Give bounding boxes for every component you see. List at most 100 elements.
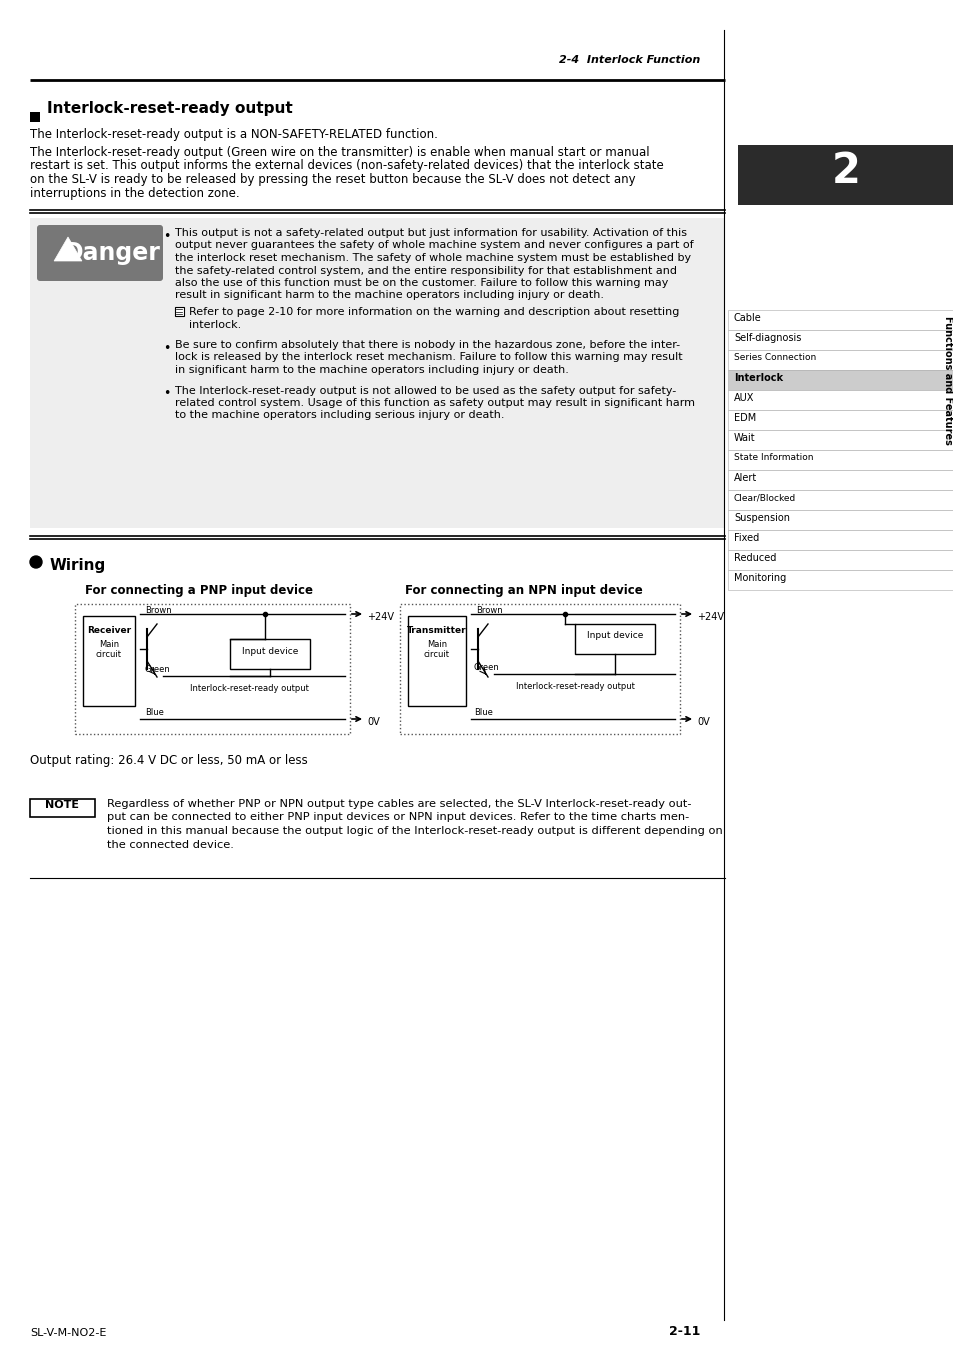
Text: The Interlock-reset-ready output is a NON-SAFETY-RELATED function.: The Interlock-reset-ready output is a NO… (30, 128, 437, 140)
Text: Green: Green (474, 663, 499, 672)
FancyBboxPatch shape (727, 531, 953, 549)
FancyBboxPatch shape (30, 217, 724, 528)
FancyBboxPatch shape (727, 310, 953, 329)
Text: Alert: Alert (733, 472, 757, 483)
Text: Cable: Cable (733, 313, 760, 323)
Text: in significant harm to the machine operators including injury or death.: in significant harm to the machine opera… (174, 364, 568, 375)
Text: Series Connection: Series Connection (733, 354, 816, 363)
FancyBboxPatch shape (727, 490, 953, 510)
Text: Interlock-reset-ready output: Interlock-reset-ready output (47, 100, 293, 116)
FancyBboxPatch shape (727, 431, 953, 450)
Text: related control system. Usage of this function as safety output may result in si: related control system. Usage of this fu… (174, 398, 695, 408)
Text: The Interlock-reset-ready output (Green wire on the transmitter) is enable when : The Interlock-reset-ready output (Green … (30, 146, 649, 159)
FancyBboxPatch shape (738, 144, 953, 205)
Text: NOTE: NOTE (45, 801, 79, 810)
Text: 2-11: 2-11 (668, 1324, 700, 1338)
FancyBboxPatch shape (727, 350, 953, 370)
Text: Interlock-reset-ready output: Interlock-reset-ready output (190, 684, 309, 693)
FancyBboxPatch shape (399, 603, 679, 734)
Text: interruptions in the detection zone.: interruptions in the detection zone. (30, 186, 239, 200)
Text: Wiring: Wiring (50, 558, 106, 572)
Text: 2-4  Interlock Function: 2-4 Interlock Function (558, 55, 700, 65)
Text: •: • (163, 342, 171, 355)
Text: EDM: EDM (733, 413, 756, 423)
FancyBboxPatch shape (727, 390, 953, 410)
Text: +24V: +24V (367, 612, 394, 622)
Text: •: • (163, 387, 171, 401)
Text: Wait: Wait (733, 433, 755, 443)
Text: tioned in this manual because the output logic of the Interlock-reset-ready outp: tioned in this manual because the output… (107, 826, 722, 836)
Text: Receiver: Receiver (87, 626, 131, 634)
Text: to the machine operators including serious injury or death.: to the machine operators including serio… (174, 410, 504, 420)
FancyBboxPatch shape (727, 570, 953, 590)
Text: circuit: circuit (423, 649, 450, 659)
FancyBboxPatch shape (408, 616, 465, 706)
Text: Reduced: Reduced (733, 554, 776, 563)
Text: State Information: State Information (733, 454, 813, 463)
Text: 2: 2 (831, 150, 860, 192)
Text: result in significant harm to the machine operators including injury or death.: result in significant harm to the machin… (174, 290, 603, 301)
FancyBboxPatch shape (727, 510, 953, 531)
Polygon shape (54, 238, 82, 261)
Text: the safety-related control system, and the entire responsibility for that establ: the safety-related control system, and t… (174, 266, 677, 275)
Text: Clear/Blocked: Clear/Blocked (733, 494, 796, 502)
FancyBboxPatch shape (727, 549, 953, 570)
Text: Refer to page 2-10 for more information on the warning and description about res: Refer to page 2-10 for more information … (189, 306, 679, 317)
FancyBboxPatch shape (575, 624, 655, 653)
Text: Be sure to confirm absolutely that there is nobody in the hazardous zone, before: Be sure to confirm absolutely that there… (174, 340, 679, 350)
FancyBboxPatch shape (230, 639, 310, 670)
Text: lock is released by the interlock reset mechanism. Failure to follow this warnin: lock is released by the interlock reset … (174, 352, 682, 363)
Text: the interlock reset mechanism. The safety of whole machine system must be establ: the interlock reset mechanism. The safet… (174, 252, 690, 263)
FancyBboxPatch shape (727, 370, 953, 390)
Text: Interlock-reset-ready output: Interlock-reset-ready output (516, 682, 634, 691)
FancyBboxPatch shape (83, 616, 135, 706)
Text: 0V: 0V (697, 717, 709, 728)
Text: Main: Main (427, 640, 447, 649)
Text: •: • (163, 230, 171, 243)
Text: Brown: Brown (476, 606, 502, 616)
Text: Functions and Features: Functions and Features (942, 316, 952, 444)
FancyBboxPatch shape (727, 329, 953, 350)
Text: SL-V-M-NO2-E: SL-V-M-NO2-E (30, 1328, 107, 1338)
Text: For connecting a PNP input device: For connecting a PNP input device (85, 585, 313, 597)
Text: For connecting an NPN input device: For connecting an NPN input device (405, 585, 642, 597)
Text: interlock.: interlock. (189, 320, 241, 329)
Text: !: ! (65, 247, 71, 261)
Text: on the SL-V is ready to be released by pressing the reset button because the SL-: on the SL-V is ready to be released by p… (30, 173, 635, 186)
Circle shape (30, 556, 42, 568)
Text: the connected device.: the connected device. (107, 840, 233, 849)
Text: Blue: Blue (145, 707, 164, 717)
Text: Suspension: Suspension (733, 513, 789, 522)
Text: Monitoring: Monitoring (733, 572, 785, 583)
Text: Input device: Input device (241, 647, 298, 656)
Text: Interlock: Interlock (733, 373, 782, 383)
Text: Brown: Brown (145, 606, 172, 616)
Text: Blue: Blue (474, 707, 493, 717)
Text: output never guarantees the safety of whole machine system and never configures : output never guarantees the safety of wh… (174, 240, 693, 251)
Text: This output is not a safety-related output but just information for usability. A: This output is not a safety-related outp… (174, 228, 686, 238)
FancyBboxPatch shape (37, 225, 163, 281)
Text: Main: Main (99, 640, 119, 649)
Text: Danger: Danger (64, 242, 160, 265)
Text: The Interlock-reset-ready output is not allowed to be used as the safety output : The Interlock-reset-ready output is not … (174, 386, 676, 396)
FancyBboxPatch shape (30, 112, 40, 122)
Text: Green: Green (145, 666, 171, 674)
FancyBboxPatch shape (727, 450, 953, 470)
Text: Input device: Input device (586, 632, 642, 640)
Text: Regardless of whether PNP or NPN output type cables are selected, the SL-V Inter: Regardless of whether PNP or NPN output … (107, 799, 691, 809)
FancyBboxPatch shape (727, 410, 953, 431)
Text: +24V: +24V (697, 612, 723, 622)
Text: AUX: AUX (733, 393, 754, 404)
FancyBboxPatch shape (30, 799, 95, 817)
FancyBboxPatch shape (174, 306, 184, 316)
Text: also the use of this function must be on the customer. Failure to follow this wa: also the use of this function must be on… (174, 278, 668, 288)
Text: circuit: circuit (96, 649, 122, 659)
Text: Self-diagnosis: Self-diagnosis (733, 333, 801, 343)
Text: put can be connected to either PNP input devices or NPN input devices. Refer to : put can be connected to either PNP input… (107, 813, 688, 822)
Text: 0V: 0V (367, 717, 379, 728)
FancyBboxPatch shape (727, 470, 953, 490)
Text: restart is set. This output informs the external devices (non-safety-related dev: restart is set. This output informs the … (30, 159, 663, 173)
Text: Output rating: 26.4 V DC or less, 50 mA or less: Output rating: 26.4 V DC or less, 50 mA … (30, 755, 308, 767)
FancyBboxPatch shape (75, 603, 350, 734)
Text: Fixed: Fixed (733, 533, 759, 543)
